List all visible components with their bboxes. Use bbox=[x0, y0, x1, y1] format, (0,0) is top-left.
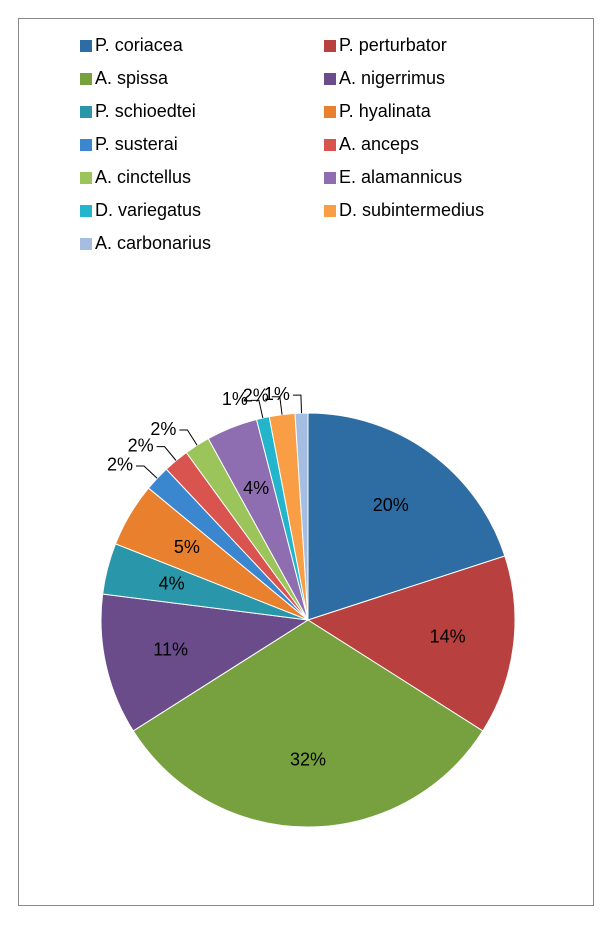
pie-slice bbox=[132, 619, 484, 828]
legend-label: A. anceps bbox=[339, 134, 419, 154]
data-label: 1% bbox=[222, 389, 248, 409]
data-label: 2% bbox=[243, 386, 269, 406]
legend-label: P. schioedtei bbox=[95, 101, 196, 121]
legend-swatch bbox=[80, 238, 92, 250]
legend-swatch bbox=[80, 172, 92, 184]
legend-swatch bbox=[324, 172, 336, 184]
data-label: 4% bbox=[243, 478, 269, 498]
pie-slice bbox=[100, 593, 310, 732]
legend-label: A. carbonarius bbox=[95, 233, 211, 253]
legend-swatch bbox=[324, 139, 336, 151]
legend-swatch bbox=[80, 139, 92, 151]
legend-swatch bbox=[324, 106, 336, 118]
data-label: 14% bbox=[430, 626, 466, 646]
legend-label: D. subintermedius bbox=[339, 200, 484, 220]
legend-label: D. variegatus bbox=[95, 200, 201, 220]
legend-swatch bbox=[80, 40, 92, 52]
leader-line bbox=[135, 465, 158, 479]
legend-swatch bbox=[324, 205, 336, 217]
leader-line bbox=[292, 394, 302, 414]
legend-label: A. nigerrimus bbox=[339, 68, 445, 88]
data-label: 11% bbox=[153, 639, 188, 659]
leader-line bbox=[250, 399, 264, 419]
legend-swatch bbox=[80, 73, 92, 85]
legend-label: P. perturbator bbox=[339, 35, 447, 55]
legend-swatch bbox=[80, 106, 92, 118]
leader-line bbox=[179, 429, 198, 446]
legend-label: P. hyalinata bbox=[339, 101, 432, 121]
data-label: 5% bbox=[174, 537, 200, 557]
legend-swatch bbox=[324, 40, 336, 52]
data-label: 2% bbox=[107, 455, 133, 475]
data-label: 1% bbox=[264, 384, 290, 404]
legend-label: E. alamannicus bbox=[339, 167, 462, 187]
data-label: 2% bbox=[128, 435, 154, 455]
pie-slice bbox=[306, 555, 516, 732]
data-label: 4% bbox=[159, 574, 185, 594]
data-label: 2% bbox=[150, 419, 176, 439]
legend-label: A. cinctellus bbox=[95, 167, 191, 187]
data-label: 20% bbox=[373, 495, 409, 515]
legend-label: A. spissa bbox=[95, 68, 169, 88]
data-label: 32% bbox=[290, 750, 326, 770]
leader-line bbox=[271, 396, 283, 415]
legend-swatch bbox=[80, 205, 92, 217]
legend-label: P. coriacea bbox=[95, 35, 184, 55]
legend-swatch bbox=[324, 73, 336, 85]
legend-label: P. susterai bbox=[95, 134, 178, 154]
leader-line bbox=[156, 446, 177, 461]
pie-slice bbox=[307, 412, 506, 621]
